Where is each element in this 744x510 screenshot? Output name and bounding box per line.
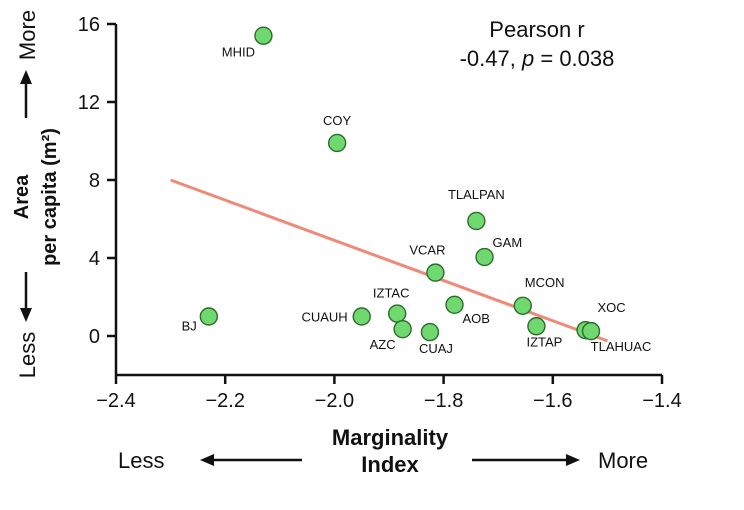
- x-tick-label: −2.2: [205, 390, 244, 412]
- data-point-iztac: [387, 304, 407, 323]
- y-tick-label: 8: [89, 170, 100, 192]
- data-points: MHID COY TLALPAN GAM VCAR AOB MCON IZTAC CUAUH BJ…: [182, 26, 652, 356]
- data-point-bj: [199, 307, 219, 326]
- pearson-label: Pearson r: [489, 17, 584, 42]
- point-label-azc: AZC: [370, 337, 396, 352]
- point-label-bj: BJ: [182, 319, 197, 334]
- data-point-coy: [327, 133, 347, 153]
- y-direction-indicator: More Less: [15, 10, 40, 378]
- data-point-cuaj: [420, 322, 440, 342]
- y-arrow-up-head: [20, 70, 32, 84]
- data-point-gam: [475, 247, 494, 267]
- point-label-cuaj: CUAJ: [419, 341, 453, 356]
- p-value: = 0.038: [534, 46, 614, 71]
- data-point-tlalpan: [467, 211, 486, 231]
- data-point-mhid: [254, 26, 273, 45]
- point-label-iztac: IZTAC: [373, 286, 410, 301]
- x-arrow-left-head: [200, 454, 214, 466]
- y-direction-high: More: [15, 10, 40, 60]
- x-tick-label: −1.6: [533, 390, 572, 412]
- point-label-aob: AOB: [463, 311, 490, 326]
- y-axis-title-line2: per capita (m²): [39, 128, 61, 266]
- point-label-coy: COY: [323, 113, 352, 128]
- point-label-tlahuac: TLAHUAC: [591, 339, 652, 354]
- x-tick-label: −2.0: [315, 390, 354, 412]
- x-axis-title-line2: Index: [361, 452, 419, 477]
- p-symbol: p: [521, 46, 534, 71]
- point-label-mcon: MCON: [525, 275, 565, 290]
- point-label-iztap: IZTAP: [526, 334, 562, 349]
- sep: ,: [510, 46, 522, 71]
- data-point-cuauh: [352, 307, 371, 326]
- point-label-tlalpan: TLALPAN: [448, 187, 505, 202]
- x-tick-label: −1.8: [424, 390, 463, 412]
- point-label-cuauh: CUAUH: [301, 310, 347, 325]
- y-axis-title-line1: Area: [11, 174, 33, 219]
- y-tick-label: 12: [78, 92, 100, 114]
- data-point-vcar: [426, 263, 445, 282]
- y-arrow-down-head: [20, 308, 32, 322]
- point-label-vcar: VCAR: [409, 243, 445, 258]
- y-tick-label: 4: [89, 248, 100, 270]
- x-tick-label: −2.4: [96, 390, 135, 412]
- y-tick-label: 16: [78, 14, 100, 36]
- y-tick-label: 0: [89, 326, 100, 348]
- point-label-xoc: XOC: [597, 300, 625, 315]
- pearson-stats: -0.47, p = 0.038: [460, 46, 615, 71]
- r-value: -0.47: [460, 46, 510, 71]
- x-axis-title-line1: Marginality: [332, 425, 449, 450]
- x-direction-low: Less: [118, 448, 164, 473]
- data-point-azc: [393, 319, 412, 339]
- x-tick-label: −1.4: [642, 390, 681, 412]
- data-point-aob: [445, 295, 464, 314]
- regression-line: [170, 178, 608, 343]
- axes: 0 4 8 12 16 −2.4 −2.2 −2.0 −1.8 −1.6 −1.4: [78, 14, 682, 412]
- x-arrow-right-head: [566, 454, 580, 466]
- point-label-gam: GAM: [493, 235, 523, 250]
- x-direction-high: More: [598, 448, 648, 473]
- data-point-tlahuac: [581, 321, 601, 341]
- point-label-mhid: MHID: [222, 45, 255, 60]
- y-direction-low: Less: [15, 332, 40, 378]
- data-point-mcon: [513, 296, 532, 315]
- data-point-iztap: [527, 317, 546, 336]
